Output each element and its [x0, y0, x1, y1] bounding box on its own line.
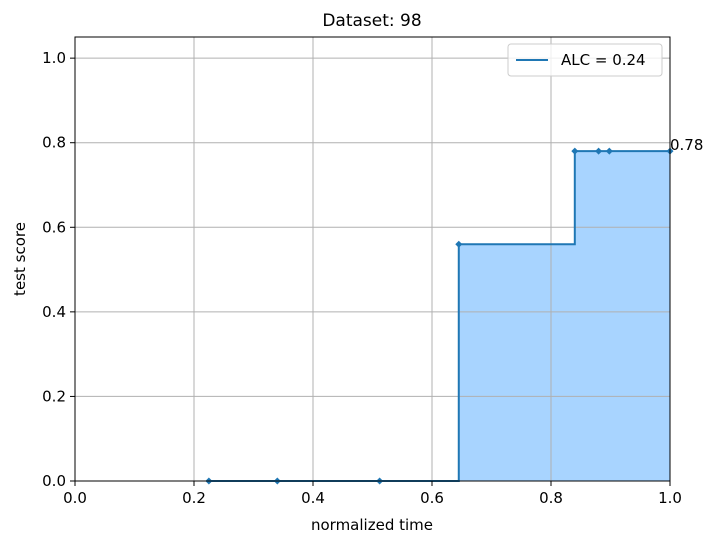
y-tick-label: 0.6 [42, 218, 66, 236]
x-tick-label: 0.2 [182, 489, 206, 507]
y-axis-label: test score [11, 222, 29, 296]
x-tick-label: 0.6 [420, 489, 444, 507]
data-point [595, 147, 603, 155]
data-point [605, 147, 613, 155]
legend-box [507, 43, 663, 77]
value-annotation: 0.78 [670, 136, 703, 154]
chart-title: Dataset: 98 [322, 11, 421, 31]
y-tick-label: 0.0 [42, 472, 66, 490]
y-tick-label: 0.8 [42, 134, 66, 152]
data-point [571, 147, 579, 155]
area-fill [208, 151, 670, 481]
x-tick-label: 1.0 [658, 489, 682, 507]
plot-area: 0.0 0.2 0.4 0.6 0.8 1.0 0.0 0.2 0.4 0.6 0.8 1.0 0.78… [42, 36, 703, 507]
x-tick-label: 0.0 [63, 489, 87, 507]
axes-frame [74, 36, 671, 482]
x-axis-label: normalized time [311, 516, 433, 534]
data-point [455, 240, 463, 248]
legend-label: ALC = 0.24 [561, 51, 646, 69]
x-tick-label: 0.8 [539, 489, 563, 507]
x-tick-label: 0.4 [301, 489, 325, 507]
y-tick-label: 0.4 [42, 303, 66, 321]
y-tick-label: 0.2 [42, 387, 66, 405]
y-tick-label: 1.0 [42, 49, 66, 67]
